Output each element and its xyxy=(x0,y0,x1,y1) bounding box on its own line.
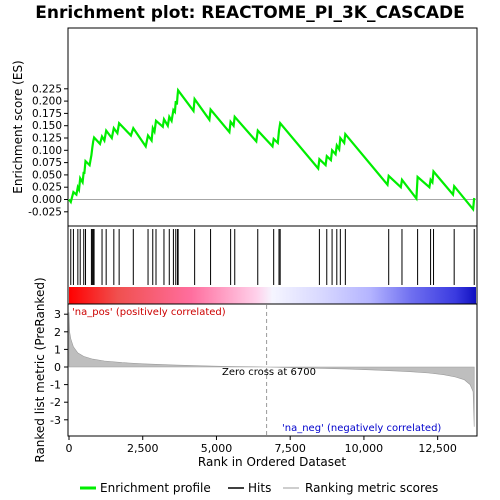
es-panel-frame xyxy=(67,27,478,227)
legend-hits-label: Hits xyxy=(248,481,271,495)
metric-y-tick-label: -2 xyxy=(50,396,61,409)
chart-title: Enrichment plot: REACTOME_PI_3K_CASCADE xyxy=(35,3,464,23)
metric-y-tick-label: -1 xyxy=(50,379,61,392)
rank-color-bar xyxy=(69,287,476,304)
es-y-tick-label: 0.100 xyxy=(32,145,62,157)
metric-y-tick-label: 0 xyxy=(54,361,61,374)
es-panel: -0.0250.0000.0250.0500.0750.1000.1250.15… xyxy=(11,27,478,227)
es-y-tick-label: 0.025 xyxy=(32,182,62,194)
metric-y-tick-label: 1 xyxy=(54,343,61,356)
zero-cross-label: Zero cross at 6700 xyxy=(222,367,316,378)
metric-y-tick-label: 2 xyxy=(54,326,61,339)
ranking-metric-area xyxy=(68,312,475,427)
x-tick-label: 2,500 xyxy=(127,442,159,455)
x-tick-label: 7,500 xyxy=(274,442,306,455)
enrichment-profile-line xyxy=(68,87,476,213)
es-y-tick-label: 0.200 xyxy=(32,96,62,108)
legend-metric-label: Ranking metric scores xyxy=(305,481,438,495)
es-y-tick-label: 0.150 xyxy=(32,120,62,132)
metric-y-ticks: 3 2 1 0 -1 -2 -3 xyxy=(50,308,68,427)
negative-correlation-label: 'na_neg' (negatively correlated) xyxy=(282,423,441,434)
es-y-tick-label: 0.050 xyxy=(32,169,62,181)
x-axis-label: Rank in Ordered Dataset xyxy=(198,455,346,469)
metric-y-tick-label: -3 xyxy=(50,414,61,427)
es-y-tick-label: -0.025 xyxy=(28,206,62,218)
hit-lines xyxy=(70,229,475,285)
es-y-axis-label: Enrichment score (ES) xyxy=(11,60,25,193)
x-tick-label: 12,500 xyxy=(418,442,457,455)
x-tick-label: 10,000 xyxy=(345,442,384,455)
es-y-tick-label: 0.175 xyxy=(32,108,62,120)
x-tick-label: 0 xyxy=(66,442,73,455)
x-tick-label: 5,000 xyxy=(201,442,233,455)
metric-y-axis-label: Ranked list metric (PreRanked) xyxy=(33,277,47,462)
legend-enrichment-label: Enrichment profile xyxy=(100,481,211,495)
es-y-tick-label: 0.000 xyxy=(32,194,62,206)
es-y-tick-label: 0.225 xyxy=(32,83,62,95)
es-y-tick-label: 0.075 xyxy=(32,157,62,169)
metric-y-tick-label: 3 xyxy=(54,308,61,321)
es-y-tick-label: 0.125 xyxy=(32,133,62,145)
hits-panel xyxy=(67,225,478,305)
es-y-ticks: -0.0250.0000.0250.0500.0750.1000.1250.15… xyxy=(28,83,68,218)
positive-correlation-label: 'na_pos' (positively correlated) xyxy=(72,307,226,318)
legend: Enrichment profile Hits Ranking metric s… xyxy=(80,481,438,495)
metric-x-ticks: 0 2,500 5,000 7,500 10,000 12,500 xyxy=(66,436,457,455)
